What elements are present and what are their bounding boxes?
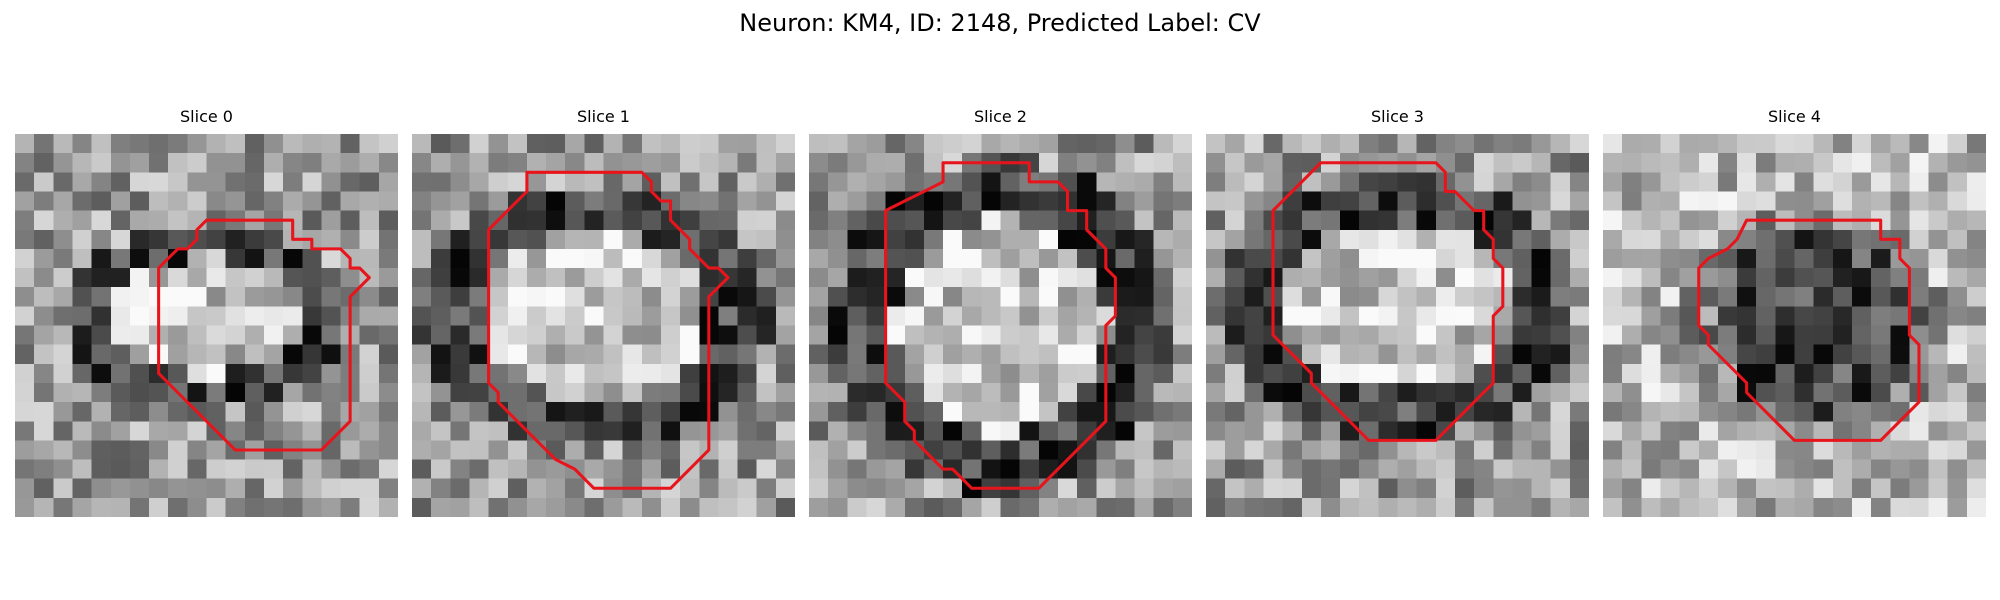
- slice-panel-1: Slice 1: [412, 106, 795, 520]
- segmentation-contour: [157, 218, 371, 452]
- slice-panel-2: Slice 2: [809, 106, 1192, 520]
- pixel-texture: [412, 134, 795, 517]
- segmentation-contour: [1271, 161, 1505, 442]
- pixel-texture: [1206, 134, 1589, 517]
- slice-image-2: [809, 134, 1192, 517]
- slice-panel-4: Slice 4: [1603, 106, 1986, 520]
- slice-title-0: Slice 0: [180, 107, 233, 126]
- slice-title-2: Slice 2: [974, 107, 1027, 126]
- slice-title-4: Slice 4: [1768, 107, 1821, 126]
- pixel-texture: [809, 134, 1192, 517]
- figure-title: Neuron: KM4, ID: 2148, Predicted Label: …: [739, 9, 1261, 37]
- slice-image-4: [1603, 134, 1986, 517]
- slice-panel-0: Slice 0: [15, 106, 398, 520]
- segmentation-contour: [1697, 218, 1921, 442]
- slice-image-3: [1206, 134, 1589, 517]
- segmentation-contour: [487, 170, 730, 490]
- slice-panel-3: Slice 3: [1206, 106, 1589, 520]
- pixel-texture: [1603, 134, 1986, 517]
- pixel-texture: [15, 134, 398, 517]
- slice-image-1: [412, 134, 795, 517]
- slice-title-1: Slice 1: [577, 107, 630, 126]
- slice-image-0: [15, 134, 398, 517]
- slice-title-3: Slice 3: [1371, 107, 1424, 126]
- segmentation-contour: [884, 161, 1117, 490]
